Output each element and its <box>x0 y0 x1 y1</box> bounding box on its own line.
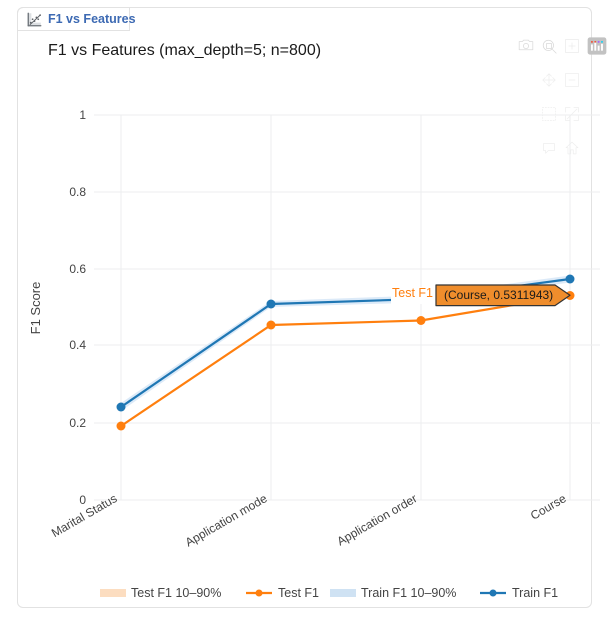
svg-text:F1 Score: F1 Score <box>28 282 43 335</box>
svg-text:0.4: 0.4 <box>69 338 86 352</box>
svg-text:0.6: 0.6 <box>69 262 86 276</box>
svg-text:0: 0 <box>79 493 86 507</box>
svg-text:Test F1: Test F1 <box>392 286 433 300</box>
svg-text:1: 1 <box>79 108 86 122</box>
svg-text:(Course, 0.5311943): (Course, 0.5311943) <box>444 288 553 302</box>
svg-text:Test F1: Test F1 <box>278 586 319 600</box>
svg-text:Train F1 10–90%: Train F1 10–90% <box>361 586 456 600</box>
svg-text:Test F1 10–90%: Test F1 10–90% <box>131 586 221 600</box>
svg-text:Course: Course <box>528 491 569 523</box>
svg-text:Train F1: Train F1 <box>512 586 558 600</box>
svg-text:0.2: 0.2 <box>69 416 86 430</box>
svg-text:0.8: 0.8 <box>69 185 86 199</box>
